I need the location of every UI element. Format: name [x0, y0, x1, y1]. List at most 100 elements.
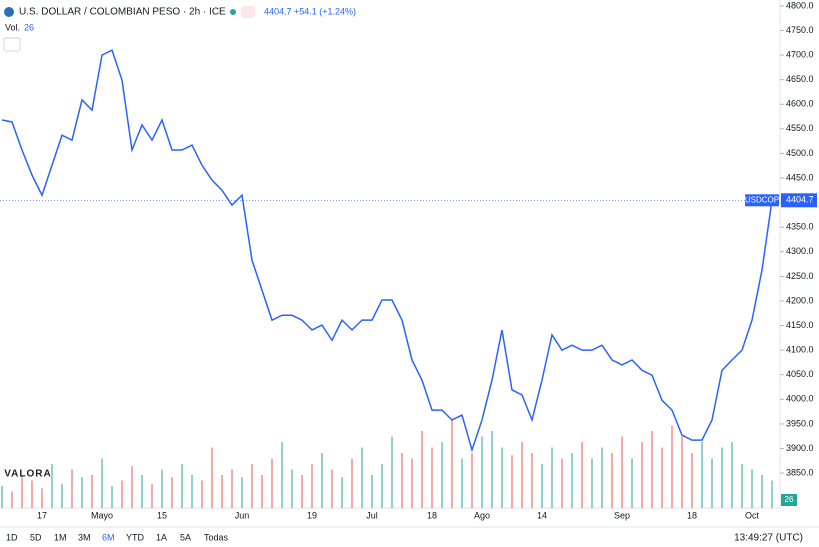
volume-bar	[71, 469, 73, 508]
volume-bar	[441, 442, 443, 508]
range-button[interactable]: 5A	[180, 532, 191, 542]
y-tick-label: 4750.0	[786, 25, 814, 35]
volume-bar	[461, 458, 463, 508]
volume-bar	[701, 442, 703, 508]
volume-bar	[521, 442, 523, 508]
range-button[interactable]: 5D	[30, 532, 42, 542]
x-tick-label: Mayo	[91, 510, 113, 520]
volume-bar	[111, 486, 113, 508]
volume-bar	[311, 464, 313, 508]
range-button[interactable]: Todas	[204, 532, 229, 542]
volume-bar	[751, 469, 753, 508]
volume-bar	[491, 431, 493, 508]
volume-value: 26	[24, 22, 34, 32]
volume-bar	[151, 483, 153, 508]
volume-bar	[611, 453, 613, 508]
range-button[interactable]: 1D	[6, 532, 18, 542]
symbol-tag-bg	[745, 194, 779, 207]
y-tick-label: 4800.0	[786, 0, 814, 10]
volume-tag: 26	[785, 495, 794, 504]
y-tick-label: 4450.0	[786, 172, 814, 182]
y-tick-label: 4050.0	[786, 369, 814, 379]
axes: 3850.0 3900.0 3950.0 4000.0 4050.0 4100.0 4150…	[37, 0, 817, 520]
volume-bar	[121, 480, 123, 508]
y-tick-label: 4550.0	[786, 123, 814, 133]
volume-bar	[391, 436, 393, 508]
x-tick-label: Ago	[474, 510, 490, 520]
volume-bar	[721, 447, 723, 508]
volume-bar	[251, 464, 253, 508]
x-tick-label: 18	[687, 510, 697, 520]
x-tick-label: 14	[537, 510, 547, 520]
price-tag-bg	[781, 193, 817, 208]
volume-bar	[551, 447, 553, 508]
range-button[interactable]: YTD	[126, 532, 145, 542]
x-tick-label: 15	[157, 510, 167, 520]
y-tick-label: 4100.0	[786, 345, 814, 355]
volume-bar	[651, 431, 653, 508]
volume-bar	[711, 458, 713, 508]
volume-bar	[1, 486, 3, 508]
volume-tag-bg	[781, 494, 797, 506]
volume-bar	[401, 453, 403, 508]
x-tick-label: Oct	[745, 510, 760, 520]
volume-bar	[101, 458, 103, 508]
x-tick-label: 17	[37, 510, 47, 520]
volume-bar	[61, 483, 63, 508]
delay-badge	[241, 6, 255, 18]
volume-bar	[511, 455, 513, 508]
volume-bar	[731, 442, 733, 508]
volume-bar	[571, 453, 573, 508]
y-tick-label: 3850.0	[786, 467, 814, 477]
y-tick-label: 4350.0	[786, 222, 814, 232]
volume-bar	[631, 458, 633, 508]
range-button[interactable]: 3M	[78, 532, 91, 542]
plot-layer	[0, 49, 780, 453]
x-tick-label: Jun	[235, 510, 250, 520]
clock: 13:49:27 (UTC)	[734, 533, 803, 544]
volume-bar	[211, 447, 213, 508]
volume-label: Vol.	[5, 22, 20, 32]
y-tick-label: 4000.0	[786, 394, 814, 404]
volume-bar	[171, 477, 173, 508]
range-button[interactable]: 1A	[156, 532, 167, 542]
x-tick-label: Sep	[614, 510, 630, 520]
volume-bar	[371, 475, 373, 508]
volume-bar	[201, 480, 203, 508]
range-button[interactable]: 1M	[54, 532, 67, 542]
volume-bar	[191, 475, 193, 508]
volume-bar	[481, 436, 483, 508]
symbol-icon	[4, 7, 14, 17]
volume-bar	[351, 458, 353, 508]
y-tick-label: 3900.0	[786, 443, 814, 453]
volume-bar	[691, 453, 693, 508]
volume-bar	[381, 464, 383, 508]
price-line	[1, 49, 773, 453]
volume-bar	[281, 442, 283, 508]
volume-bar	[321, 453, 323, 508]
volume-bar	[501, 447, 503, 508]
volume-bar	[291, 469, 293, 508]
volume-bar	[431, 447, 433, 508]
volume-bar	[531, 453, 533, 508]
y-tick-label: 4500.0	[786, 148, 814, 158]
volume-bar	[81, 477, 83, 508]
volume-bar	[221, 475, 223, 508]
volume-bar	[541, 464, 543, 508]
volume-bar	[591, 458, 593, 508]
y-tick-label: 4200.0	[786, 295, 814, 305]
volume-bar	[671, 425, 673, 508]
x-tick-label: 18	[427, 510, 437, 520]
y-tick-label: 4650.0	[786, 74, 814, 84]
collapse-button[interactable]	[3, 37, 21, 52]
volume-bar	[91, 475, 93, 508]
volume-bar	[681, 436, 683, 508]
range-button[interactable]: 6M	[102, 532, 115, 542]
volume-bar	[241, 477, 243, 508]
volume-bar	[31, 480, 33, 508]
volume-bar	[601, 447, 603, 508]
volume-bar	[141, 475, 143, 508]
volume-bar	[161, 469, 163, 508]
volume-bar	[341, 477, 343, 508]
volume-bar	[231, 469, 233, 508]
